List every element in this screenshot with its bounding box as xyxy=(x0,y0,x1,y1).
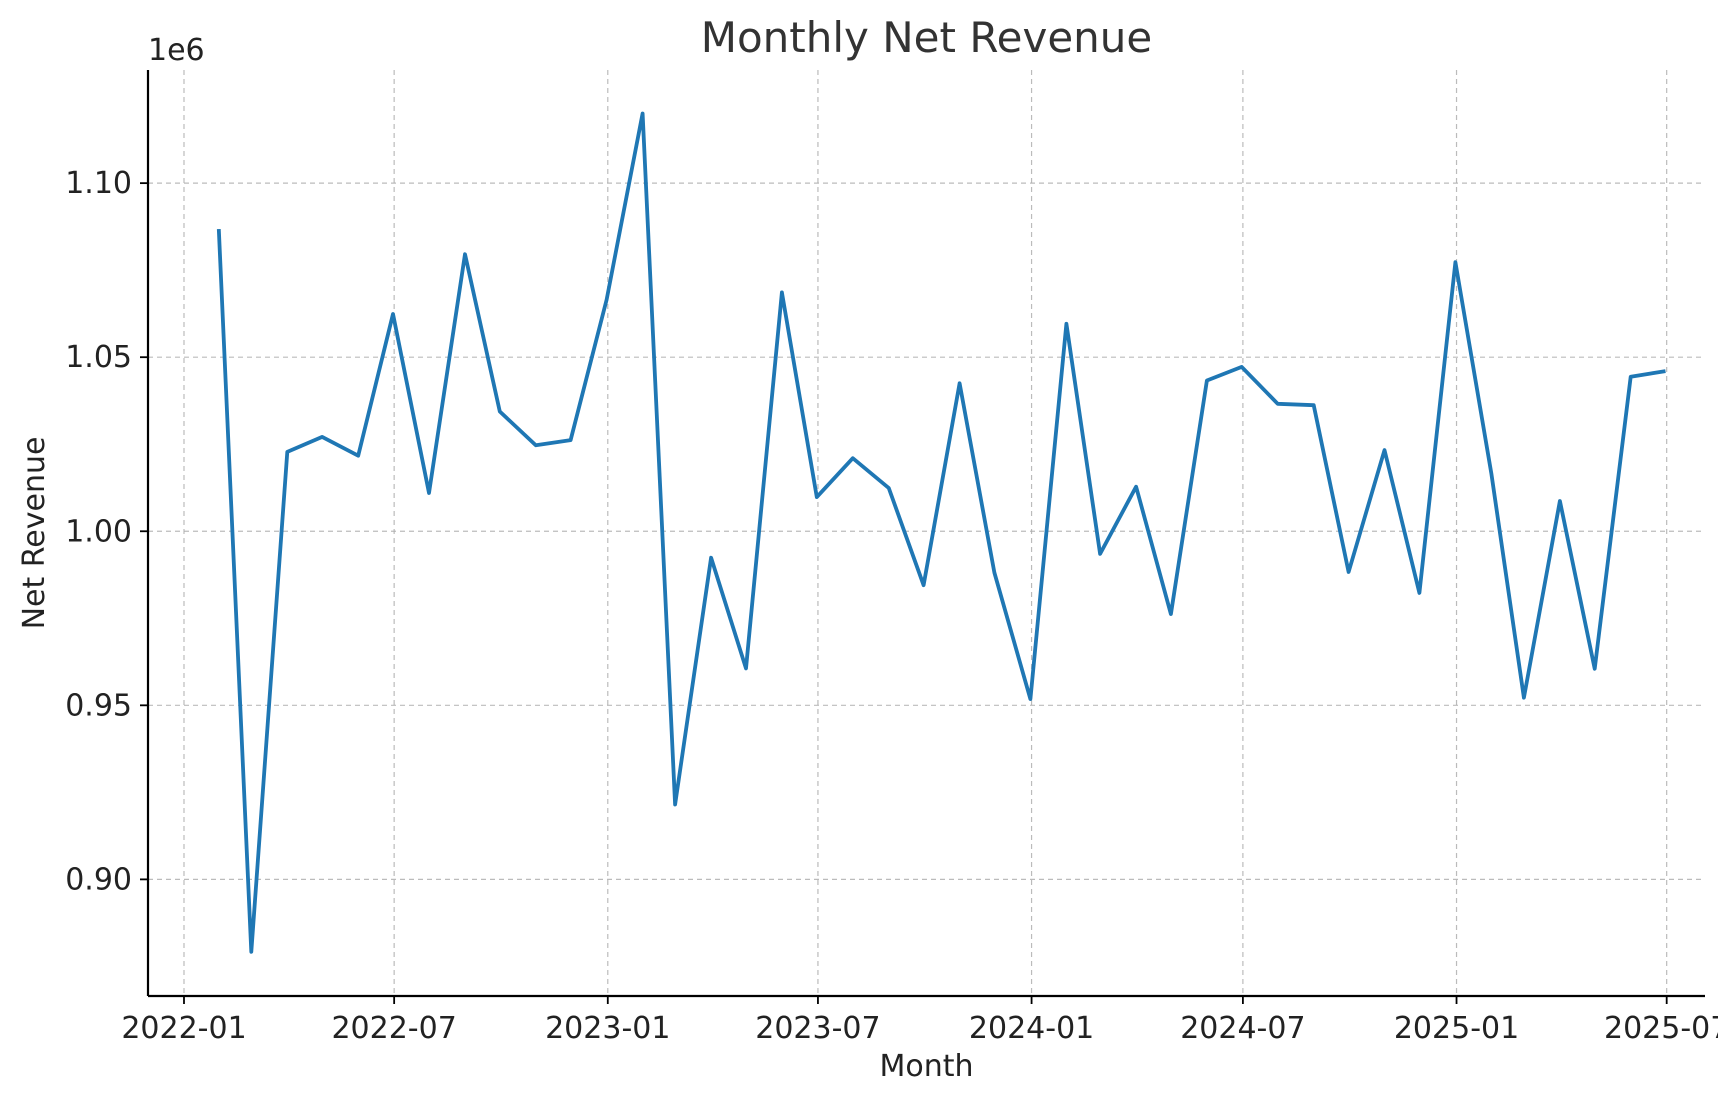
x-axis-label: Month xyxy=(879,1049,973,1084)
chart-title: Monthly Net Revenue xyxy=(701,13,1153,62)
y-tick-label: 1.05 xyxy=(65,340,132,375)
y-tick-label: 1.00 xyxy=(65,514,132,549)
y-tick-label: 0.90 xyxy=(65,862,132,897)
axes-layer xyxy=(146,70,1705,998)
y-axis-label: Net Revenue xyxy=(17,437,52,630)
y-tick-label: 0.95 xyxy=(65,688,132,723)
y-tick-label: 1.10 xyxy=(65,166,132,201)
ticks-layer: 2022-01 2022-07 2023-01 2023-07 2024-01 2024-… xyxy=(65,166,1718,1046)
x-tick-label: 2023-01 xyxy=(545,1011,670,1046)
x-tick-label: 2024-07 xyxy=(1180,1011,1305,1046)
x-tick-label: 2024-01 xyxy=(969,1011,1094,1046)
grid-layer xyxy=(148,70,1705,996)
series-layer xyxy=(216,111,1666,954)
x-tick-label: 2025-01 xyxy=(1394,1011,1519,1046)
x-tick-label: 2022-07 xyxy=(331,1011,456,1046)
x-tick-label: 2023-07 xyxy=(755,1011,880,1046)
x-tick-label: 2022-01 xyxy=(121,1011,246,1046)
y-axis-offset-label: 1e6 xyxy=(148,33,205,68)
series-line xyxy=(216,111,1666,954)
x-tick-label: 2025-07 xyxy=(1604,1011,1718,1046)
